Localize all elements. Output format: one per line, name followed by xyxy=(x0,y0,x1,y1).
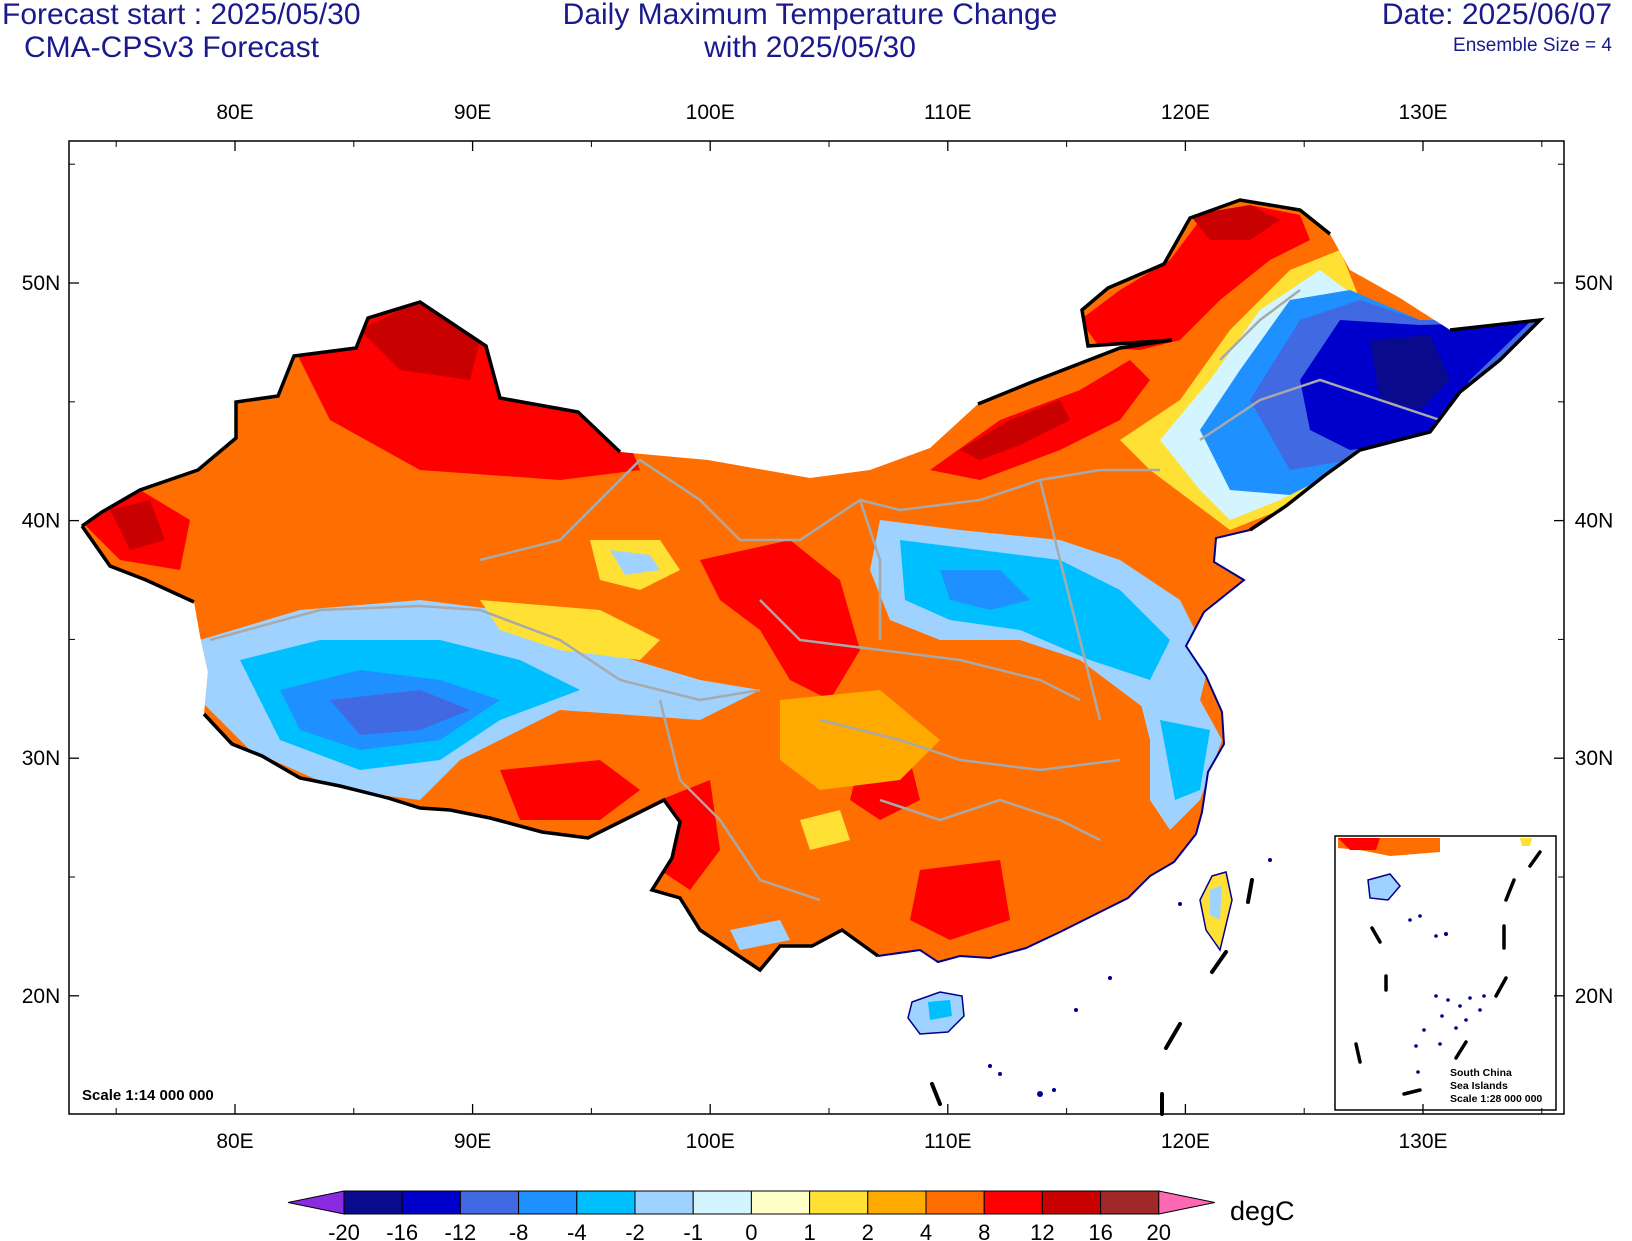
nine-dash-line xyxy=(930,878,1254,1116)
colorbar: -20 -16 -12 -8 -4 -2 -1 0 1 2 4 8 12 16 20 xyxy=(287,1190,1215,1241)
colorbar-swatch xyxy=(1100,1190,1160,1215)
lat-label-left: 40N xyxy=(22,510,61,533)
lon-label-top: 80E xyxy=(216,101,253,124)
colorbar-swatch xyxy=(809,1190,869,1215)
colorbar-swatch xyxy=(634,1190,694,1215)
colorbar-swatch xyxy=(459,1190,520,1215)
colorbar-swatch xyxy=(925,1190,985,1215)
colorbar-tick-label: 4 xyxy=(920,1220,932,1241)
colorbar-tick-label: 12 xyxy=(1030,1220,1054,1241)
lon-label-bottom: 110E xyxy=(924,1130,972,1153)
colorbar-high-arrow xyxy=(1158,1190,1215,1215)
lon-label-top: 100E xyxy=(686,101,735,124)
province-borders xyxy=(209,289,1441,902)
colorbar-tick-label: 16 xyxy=(1088,1220,1112,1241)
lon-label-bottom: 100E xyxy=(686,1130,735,1153)
ensemble-size-label: Ensemble Size = 4 xyxy=(1453,35,1612,56)
colorbar-tick-label: -8 xyxy=(509,1220,529,1241)
inset-label-line2: Sea Islands xyxy=(1450,1080,1508,1092)
lat-label-right: 40N xyxy=(1575,510,1614,533)
lat-label-right: 20N xyxy=(1575,985,1614,1008)
lon-label-top: 130E xyxy=(1398,101,1447,124)
map-scale-label: Scale 1:14 000 000 xyxy=(82,1087,214,1104)
colorbar-tick-label: -1 xyxy=(683,1220,703,1241)
colorbar-unit-label: degC xyxy=(1230,1196,1295,1226)
map-title-line2: with 2025/05/30 xyxy=(704,31,916,64)
colorbar-swatch xyxy=(867,1190,927,1215)
lat-label-left: 20N xyxy=(22,985,61,1008)
lat-label-left: 30N xyxy=(22,747,61,770)
map-title-line1: Daily Maximum Temperature Change xyxy=(562,0,1058,31)
model-name-label: CMA-CPSv3 Forecast xyxy=(24,31,320,64)
colorbar-swatch xyxy=(401,1190,461,1215)
colorbar-tick-label: 1 xyxy=(803,1220,815,1241)
colorbar-swatch xyxy=(692,1190,752,1215)
colorbar-tick-label: -16 xyxy=(386,1220,418,1241)
colorbar-tick-label: 20 xyxy=(1147,1220,1171,1241)
colorbar-swatch xyxy=(343,1190,403,1215)
colorbar-tick-label: -20 xyxy=(328,1220,360,1241)
forecast-start-label: Forecast start : 2025/05/30 xyxy=(2,0,361,31)
map-axes: 80E 80E 90E 90E 100E 100E 110E 110E 120E 120E 130E… xyxy=(22,101,1614,1153)
lon-label-top: 110E xyxy=(924,101,972,124)
lon-label-bottom: 80E xyxy=(216,1130,253,1153)
lat-label-left: 50N xyxy=(22,272,61,295)
colorbar-tick-label: 2 xyxy=(862,1220,874,1241)
colorbar-tick-label: -2 xyxy=(625,1220,645,1241)
lon-label-bottom: 120E xyxy=(1161,1130,1210,1153)
lon-label-bottom: 130E xyxy=(1398,1130,1447,1153)
island-dots xyxy=(988,858,1272,1097)
valid-date-label: Date: 2025/06/07 xyxy=(1381,0,1612,31)
china-border-north xyxy=(80,300,622,528)
lon-label-bottom: 90E xyxy=(454,1130,491,1153)
colorbar-tick-label: 8 xyxy=(978,1220,990,1241)
inset-scale-label: Scale 1:28 000 000 xyxy=(1450,1093,1542,1105)
colorbar-low-arrow xyxy=(287,1190,345,1215)
lat-label-right: 50N xyxy=(1575,272,1614,295)
colorbar-swatch xyxy=(983,1190,1043,1215)
south-china-sea-inset: South China Sea Islands Scale 1:28 000 0… xyxy=(1334,835,1557,1111)
lon-label-top: 90E xyxy=(454,101,491,124)
colorbar-tick-label: -4 xyxy=(567,1220,587,1241)
colorbar-swatch xyxy=(576,1190,636,1215)
lat-label-right: 30N xyxy=(1575,747,1614,770)
colorbar-swatch xyxy=(750,1190,811,1215)
lon-label-top: 120E xyxy=(1161,101,1210,124)
colorbar-swatch xyxy=(518,1190,578,1215)
colorbar-tick-label: 0 xyxy=(745,1220,757,1241)
inset-label-line1: South China xyxy=(1450,1067,1512,1079)
colorbar-swatch xyxy=(1041,1190,1102,1215)
colorbar-tick-label: -12 xyxy=(445,1220,477,1241)
